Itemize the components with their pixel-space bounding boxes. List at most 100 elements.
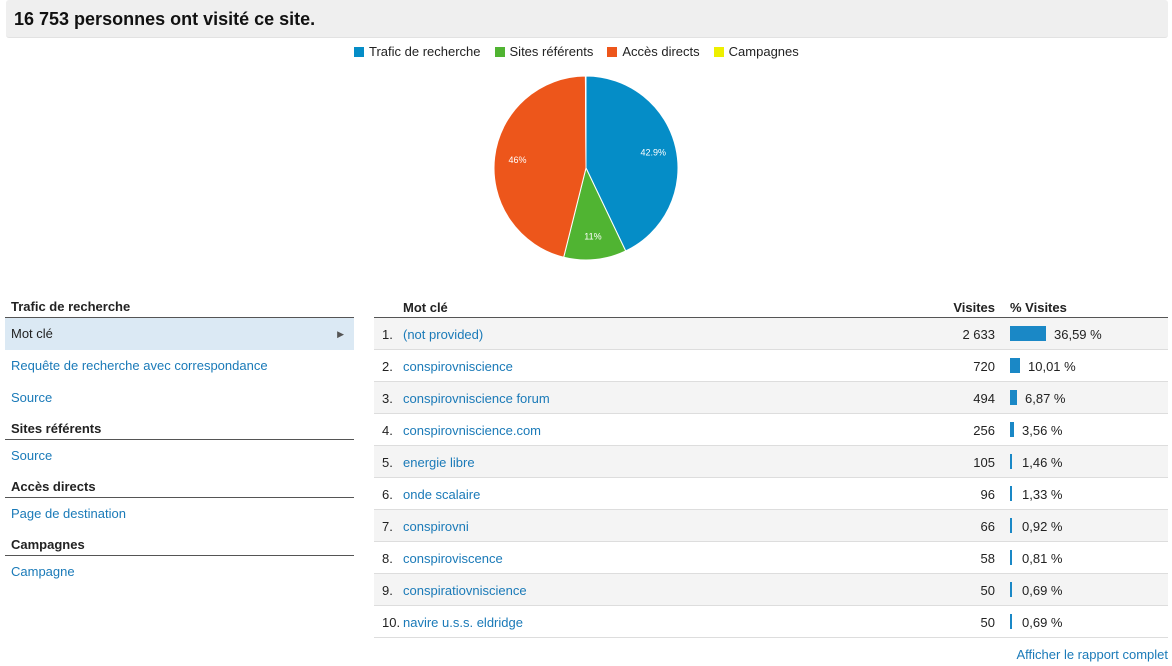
- legend-label: Trafic de recherche: [369, 44, 481, 59]
- legend-swatch: [354, 46, 364, 57]
- sidebar: Trafic de recherche Mot clé ▶ Requête de re…: [5, 296, 354, 592]
- legend-swatch: [494, 46, 505, 57]
- sidebar-item[interactable]: Campagne: [5, 556, 354, 588]
- legend-swatch: [607, 46, 618, 57]
- visits-percentage: 36,59 %: [1054, 327, 1102, 342]
- row-index: 9.: [382, 583, 393, 598]
- row-index: 4.: [382, 423, 393, 438]
- visits-percentage: 1,33 %: [1022, 487, 1063, 502]
- legend-label: Campagnes: [728, 44, 799, 59]
- chevron-right-icon: ▶: [337, 329, 344, 339]
- column-header-pct-visits[interactable]: % Visites: [1010, 300, 1067, 315]
- keyword-link[interactable]: (not provided): [403, 327, 484, 342]
- keyword-link[interactable]: conspirovniscience.com: [403, 423, 542, 438]
- row-index: 7.: [382, 519, 393, 534]
- pie-chart: 42.9% 11% 46%: [493, 75, 679, 261]
- visits-share-bar: [1010, 390, 1017, 405]
- visits-value: 58: [980, 551, 995, 566]
- keyword-link[interactable]: conspiratiovniscience: [403, 583, 527, 598]
- visits-percentage: 0,81 %: [1022, 551, 1063, 566]
- visits-share-bar: [1010, 614, 1012, 629]
- visits-value: 66: [980, 519, 995, 534]
- sidebar-group-title: Sites référents: [5, 418, 354, 440]
- chart-legend: Trafic de recherche Sites référents Accès …: [354, 44, 799, 59]
- table-row: 2. conspirovniscience 720 10,01 %: [374, 350, 1168, 382]
- pie-slice-label: 11%: [584, 232, 601, 242]
- sidebar-group-title: Campagnes: [5, 534, 354, 556]
- row-index: 10.: [382, 615, 401, 630]
- keyword-link[interactable]: onde scalaire: [403, 487, 481, 502]
- table-row: 3. conspirovniscience forum 494 6,87 %: [374, 382, 1168, 414]
- sidebar-item-label: Mot clé: [11, 326, 53, 341]
- visits-share-bar: [1010, 326, 1046, 341]
- pie-slice-label: 42.9%: [641, 148, 667, 158]
- row-index: 3.: [382, 391, 393, 406]
- keyword-link[interactable]: conspirovniscience: [403, 359, 513, 374]
- visits-value: 50: [980, 615, 995, 630]
- visits-share-bar: [1010, 486, 1012, 501]
- visits-value: 494: [973, 391, 995, 406]
- table-body: 1. (not provided) 2 633 36,59 % 2. conspirovn…: [374, 318, 1168, 638]
- keyword-link[interactable]: conspirovniscience forum: [403, 391, 550, 406]
- header-bar: 16 753 personnes ont visité ce site.: [6, 0, 1168, 38]
- legend-item[interactable]: Campagnes: [713, 44, 799, 59]
- keyword-link[interactable]: conspirovni: [403, 519, 469, 534]
- sidebar-item-label: Source: [11, 390, 53, 405]
- keyword-link[interactable]: navire u.s.s. eldridge: [403, 615, 523, 630]
- row-index: 2.: [382, 359, 393, 374]
- sidebar-item-label: Requête de recherche avec correspondance: [11, 358, 268, 373]
- visits-value: 2 633: [962, 327, 995, 342]
- keyword-table: Mot clé Visites % Visites 1. (not provide…: [374, 296, 1168, 638]
- sidebar-item[interactable]: Requête de recherche avec correspondance: [5, 350, 354, 382]
- legend-item[interactable]: Sites référents: [494, 44, 594, 59]
- column-header-keyword[interactable]: Mot clé: [403, 300, 448, 315]
- pie-slice[interactable]: [584, 75, 587, 169]
- legend-label: Sites référents: [509, 44, 594, 59]
- legend-item[interactable]: Trafic de recherche: [354, 44, 481, 59]
- sidebar-group-title: Trafic de recherche: [5, 296, 354, 318]
- pie-slice[interactable]: [493, 75, 587, 258]
- keyword-link[interactable]: conspiroviscence: [403, 551, 503, 566]
- table-row: 9. conspiratiovniscience 50 0,69 %: [374, 574, 1168, 606]
- row-index: 8.: [382, 551, 393, 566]
- table-row: 7. conspirovni 66 0,92 %: [374, 510, 1168, 542]
- visits-percentage: 0,69 %: [1022, 583, 1063, 598]
- visits-share-bar: [1010, 550, 1012, 565]
- sidebar-item[interactable]: Source: [5, 440, 354, 472]
- column-header-visits[interactable]: Visites: [953, 300, 995, 315]
- pie-slice-label: 46%: [508, 155, 526, 165]
- visits-share-bar: [1010, 454, 1012, 469]
- visits-value: 50: [980, 583, 995, 598]
- sidebar-item[interactable]: Source: [5, 382, 354, 414]
- table-row: 1. (not provided) 2 633 36,59 %: [374, 318, 1168, 350]
- pie-slice[interactable]: [585, 75, 679, 252]
- visits-value: 256: [973, 423, 995, 438]
- sidebar-group-title: Accès directs: [5, 476, 354, 498]
- sidebar-item[interactable]: Page de destination: [5, 498, 354, 530]
- table-row: 10. navire u.s.s. eldridge 50 0,69 %: [374, 606, 1168, 638]
- full-report-link[interactable]: Afficher le rapport complet: [1016, 647, 1169, 662]
- sidebar-item-label: Page de destination: [11, 506, 126, 521]
- table-row: 5. energie libre 105 1,46 %: [374, 446, 1168, 478]
- row-index: 6.: [382, 487, 393, 502]
- table-header: Mot clé Visites % Visites: [374, 296, 1168, 318]
- sidebar-item-label: Campagne: [11, 564, 75, 579]
- visits-value: 105: [973, 455, 995, 470]
- legend-swatch: [713, 46, 724, 57]
- visits-percentage: 6,87 %: [1025, 391, 1066, 406]
- row-index: 1.: [382, 327, 393, 342]
- visits-percentage: 3,56 %: [1022, 423, 1063, 438]
- visits-percentage: 10,01 %: [1028, 359, 1076, 374]
- table-row: 8. conspiroviscence 58 0,81 %: [374, 542, 1168, 574]
- sidebar-group-gap: [5, 588, 354, 592]
- sidebar-item[interactable]: Mot clé ▶: [5, 318, 354, 350]
- visits-percentage: 0,92 %: [1022, 519, 1063, 534]
- table-row: 6. onde scalaire 96 1,33 %: [374, 478, 1168, 510]
- keyword-link[interactable]: energie libre: [403, 455, 475, 470]
- row-index: 5.: [382, 455, 393, 470]
- legend-item[interactable]: Accès directs: [607, 44, 700, 59]
- visits-share-bar: [1010, 422, 1014, 437]
- visits-percentage: 1,46 %: [1022, 455, 1063, 470]
- legend-label: Accès directs: [622, 44, 700, 59]
- visits-share-bar: [1010, 518, 1012, 533]
